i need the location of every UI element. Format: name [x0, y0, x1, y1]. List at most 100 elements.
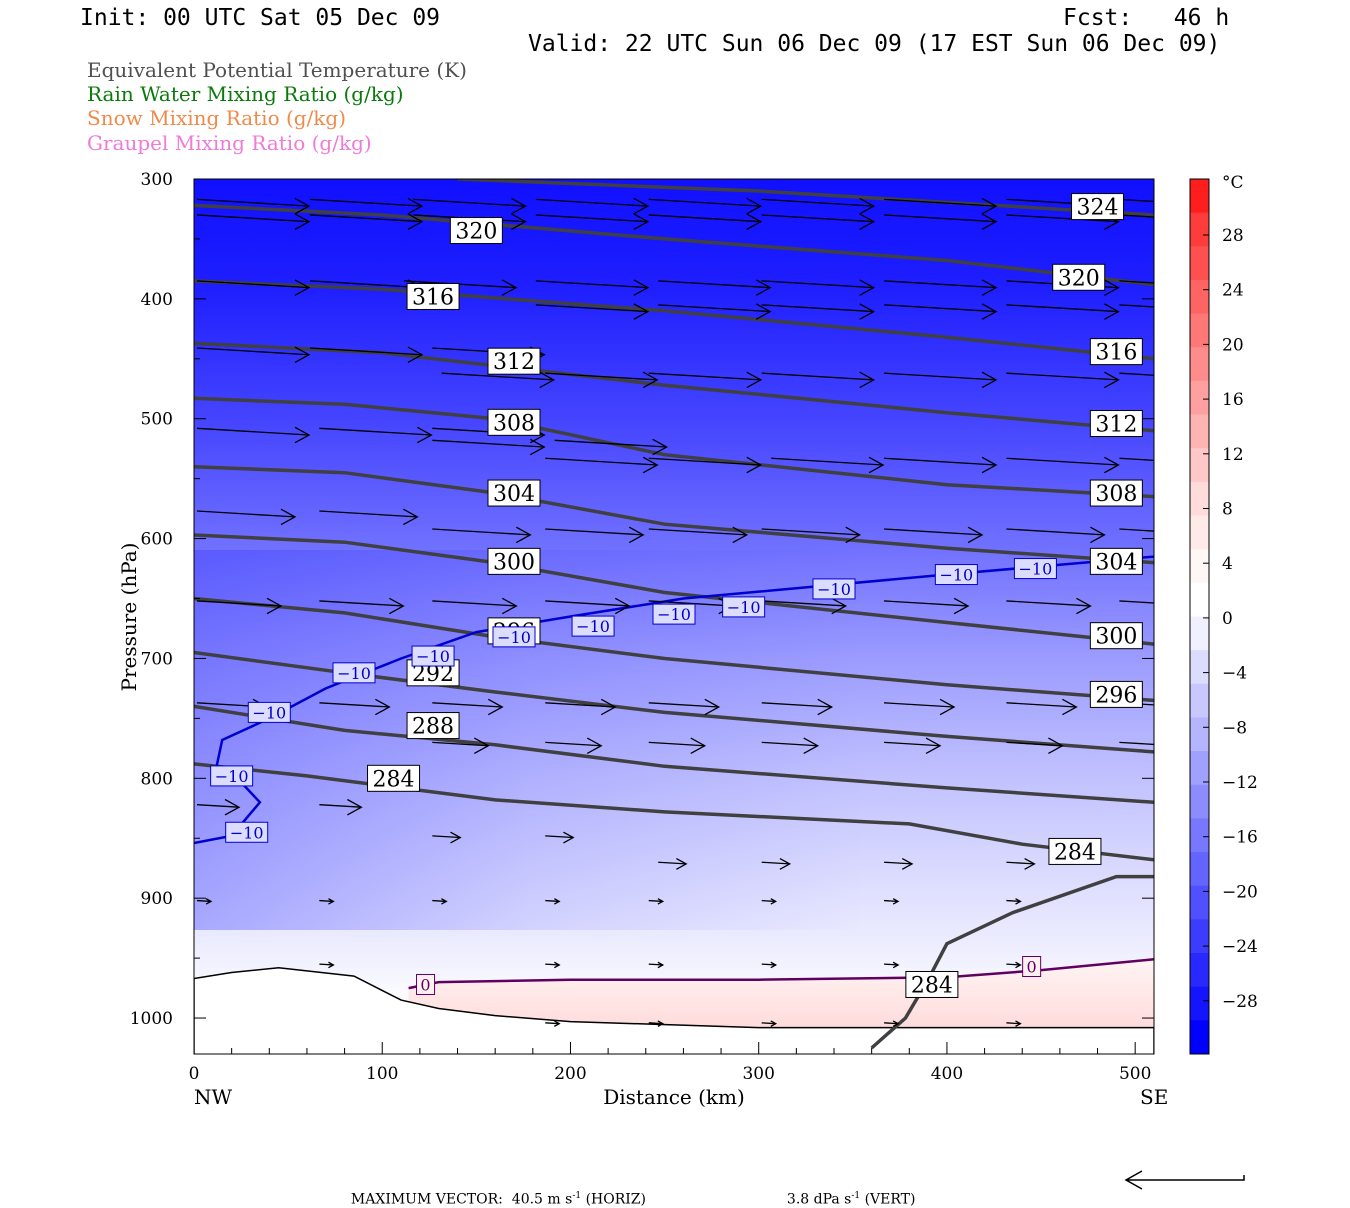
wind-vector — [545, 371, 659, 389]
wind-vector-shaft — [196, 510, 296, 518]
colorbar-swatch — [1190, 650, 1209, 685]
temperature-label-box — [1022, 956, 1042, 977]
wind-vector-head — [1015, 898, 1022, 905]
legend-snow: Snow Mixing Ratio (g/kg) — [87, 106, 347, 130]
wind-vector-head — [1161, 738, 1175, 753]
wind-vector-head — [746, 371, 763, 389]
wind-vector — [196, 508, 297, 526]
temperature-label: −10 — [225, 821, 269, 843]
wind-vector-shaft — [1119, 457, 1154, 462]
wind-vector-shaft — [648, 600, 733, 607]
reference-vector-arrow — [1124, 1170, 1245, 1190]
theta-e-label: 284 — [905, 970, 959, 998]
temperature-label-box — [1013, 558, 1057, 580]
temperature-label-text: −10 — [252, 703, 286, 722]
wind-vector-head — [770, 1020, 778, 1027]
wind-vector-head — [205, 898, 213, 905]
wind-vector-head — [294, 213, 311, 230]
temperature-label-text: −10 — [817, 580, 851, 599]
theta-e-label: 288 — [406, 712, 460, 740]
theta-e-label-box — [449, 217, 503, 245]
wind-vector — [1006, 961, 1022, 969]
max-vector-vert-exp: -1 — [851, 1191, 861, 1201]
temperature-label-text: −10 — [497, 628, 531, 647]
wind-vector — [1006, 526, 1106, 544]
wind-vector-head — [642, 456, 659, 474]
wind-vector-head — [511, 197, 527, 215]
theta-e-label-box — [367, 764, 421, 792]
wind-vector-shaft — [761, 214, 874, 223]
colorbar-swatch — [1190, 986, 1209, 1021]
wind-vector-head — [628, 526, 645, 544]
wind-vector-head — [859, 279, 876, 296]
wind-vector — [761, 1020, 778, 1027]
wind-vector — [648, 698, 721, 716]
wind-vector-head — [450, 831, 462, 844]
wind-vector-shaft — [761, 304, 874, 313]
wind-vector-head — [441, 898, 448, 905]
temperature-label-box — [571, 615, 615, 637]
wind-vector-head — [515, 526, 532, 544]
wind-vector-shaft — [545, 963, 560, 966]
theta-e-line-320 — [194, 203, 1154, 287]
temperature-label: −10 — [571, 615, 615, 637]
wind-vector-head — [1104, 371, 1120, 389]
wind-vector-head — [224, 798, 241, 816]
wind-vector-shaft — [761, 861, 790, 865]
wind-vector-shaft — [432, 899, 447, 903]
wind-vector-shaft — [1006, 963, 1021, 966]
wind-vector-head — [511, 213, 527, 230]
wind-vector — [432, 898, 448, 905]
wind-vector-shaft — [1006, 457, 1119, 466]
wind-vector-head — [417, 426, 433, 444]
wind-vector — [648, 213, 763, 230]
wind-vector-shaft — [196, 804, 240, 808]
x-tick-label: 100 — [366, 1064, 398, 1084]
wind-vector-shaft — [545, 835, 574, 839]
wind-vector — [761, 279, 876, 296]
wind-vector-shaft — [535, 198, 648, 207]
wind-vector-head — [657, 961, 665, 969]
wind-vector — [545, 898, 561, 905]
y-tick-label: 300 — [141, 170, 173, 190]
wind-vector-shaft — [658, 304, 771, 313]
colorbar-swatch — [1190, 347, 1209, 382]
wind-vector-head — [529, 438, 546, 456]
wind-vector — [1006, 857, 1036, 870]
colorbar-swatch — [1190, 515, 1209, 550]
wind-vector — [319, 798, 363, 816]
wind-vector — [309, 346, 424, 363]
wind-vector-shaft — [319, 510, 418, 518]
wind-vector-head — [633, 197, 650, 215]
wind-vector-head — [407, 213, 424, 230]
theta-e-label: 284 — [367, 764, 421, 792]
wind-vector — [545, 526, 645, 544]
wind-vector — [554, 438, 668, 456]
temperature-label-text: −10 — [727, 598, 761, 617]
wind-vector-shaft — [319, 804, 362, 808]
wind-vector — [196, 346, 311, 363]
wind-vector — [404, 279, 518, 296]
colorbar-swatch — [1190, 784, 1209, 819]
wind-vector-shaft — [1006, 214, 1119, 223]
colorbar-tick-label: −20 — [1222, 882, 1258, 902]
colorbar-swatch — [1190, 212, 1209, 247]
wind-vector-head — [1104, 456, 1120, 474]
theta-e-label-box — [487, 479, 541, 507]
colorbar-swatch — [1190, 885, 1209, 920]
wind-vector — [535, 213, 650, 230]
temperature-label-text: −10 — [215, 767, 249, 786]
wind-vector — [884, 961, 900, 969]
temperature-label-box — [210, 765, 254, 787]
theta-e-label: 308 — [487, 408, 541, 436]
wind-vector-shaft — [1006, 372, 1119, 381]
wind-vector-shaft — [884, 457, 997, 466]
colorbar-tick-label: 16 — [1222, 390, 1244, 410]
temperature-label-box — [812, 578, 856, 600]
theta-e-label-text: 324 — [1077, 196, 1119, 221]
wind-vector — [658, 303, 772, 320]
temperature-label-text: 0 — [1027, 958, 1037, 977]
wind-vector — [545, 1020, 561, 1027]
wind-vector-shaft — [319, 427, 432, 436]
wind-vector — [1119, 457, 1154, 462]
